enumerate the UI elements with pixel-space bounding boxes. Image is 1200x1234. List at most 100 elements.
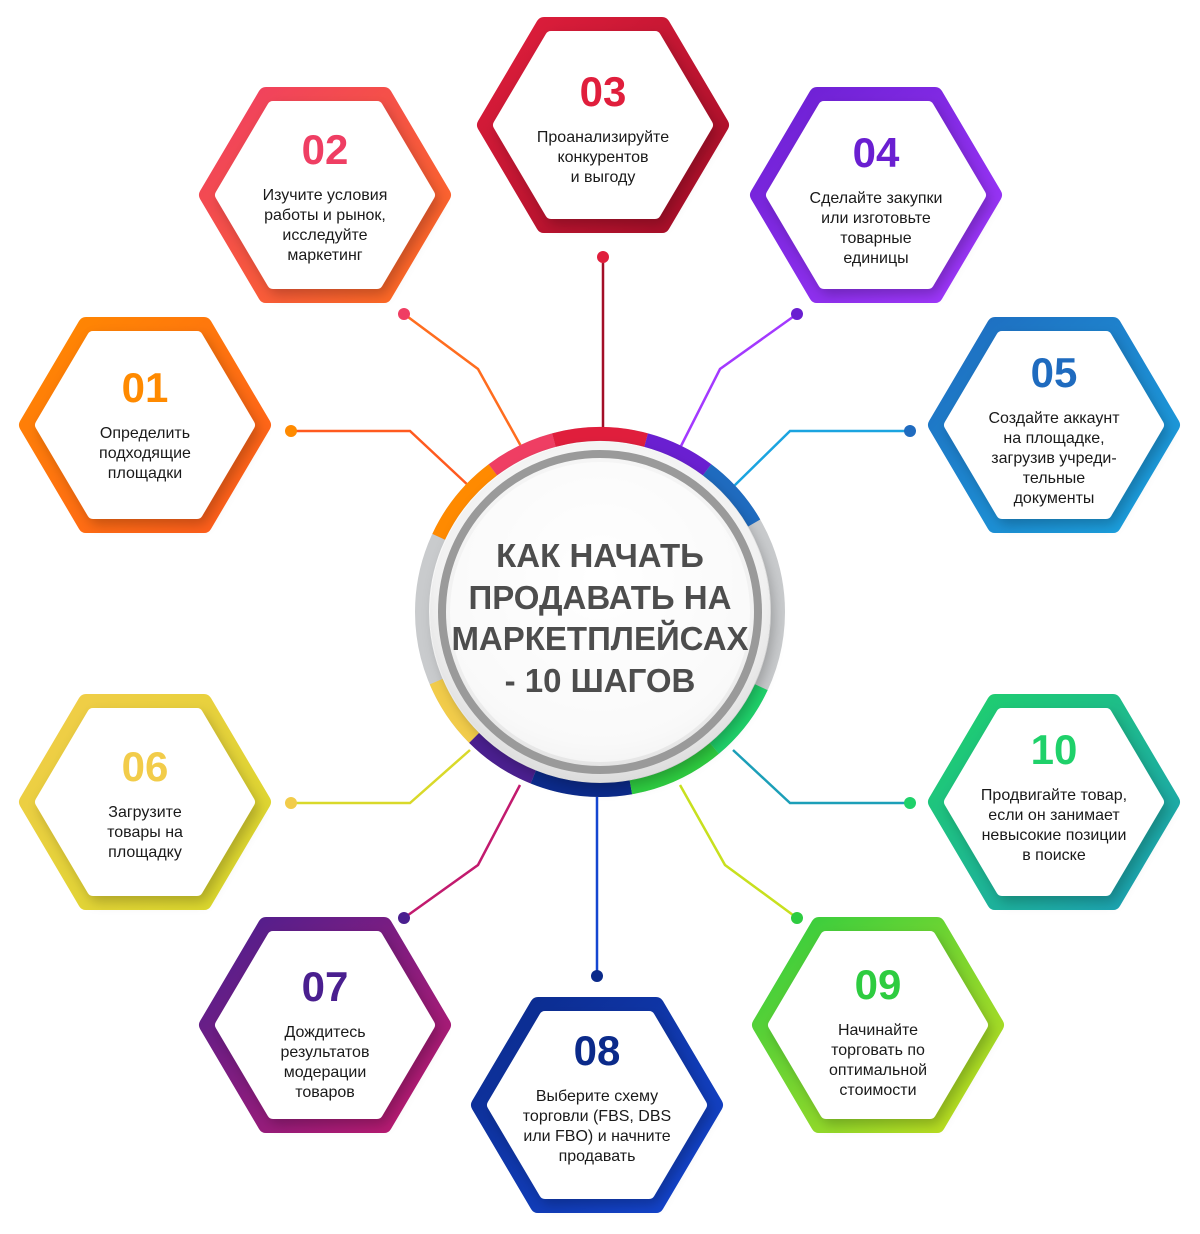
ring-segment-01 bbox=[432, 464, 498, 540]
step-text-line: продавать bbox=[559, 1148, 636, 1165]
connector-dot-02 bbox=[398, 308, 410, 320]
step-06: 06 Загрузите товары на площадку bbox=[19, 694, 271, 910]
hexagon-inner bbox=[215, 931, 435, 1119]
connector-line-02 bbox=[403, 312, 524, 449]
step-02: 02 Изучите условия работы и рынок, исследуй… bbox=[199, 87, 451, 303]
ring-segment-09 bbox=[629, 742, 719, 795]
step-hexagons: 01 Определить подходящие площадки 02 Изучите … bbox=[19, 17, 1180, 1213]
title-line-2: ПРОДАВАТЬ НА bbox=[469, 579, 732, 616]
step-text-line: и выгоду bbox=[571, 169, 636, 186]
center-circle bbox=[430, 442, 770, 782]
ring-segment-08 bbox=[530, 770, 633, 797]
step-text-line: Дождитесь bbox=[284, 1024, 365, 1041]
step-01: 01 Определить подходящие площадки bbox=[19, 317, 271, 533]
step-04: 04 Сделайте закупки или изготовьте товарные… bbox=[750, 87, 1002, 303]
step-05: 05 Создайте аккаунт на площадке, загрузив у… bbox=[928, 317, 1180, 533]
step-text-line: товары на bbox=[107, 824, 183, 841]
hexagon-inner bbox=[944, 331, 1164, 519]
step-text-line: площадку bbox=[108, 844, 182, 861]
connector-dot-09 bbox=[791, 912, 803, 924]
center-color-ring bbox=[415, 427, 785, 797]
connector-dot-04 bbox=[791, 308, 803, 320]
title-line-1: КАК НАЧАТЬ bbox=[496, 537, 704, 574]
step-number: 05 bbox=[1031, 349, 1078, 396]
step-number: 08 bbox=[574, 1027, 621, 1074]
connector-dot-05 bbox=[904, 425, 916, 437]
step-text-line: на площадке, bbox=[1003, 430, 1104, 447]
title-line-4: - 10 ШАГОВ bbox=[505, 662, 696, 699]
step-text-line: результатов bbox=[281, 1044, 370, 1061]
step-text-line: конкурентов bbox=[557, 149, 648, 166]
connector-line-04 bbox=[678, 312, 798, 449]
step-text-line: единицы bbox=[843, 250, 908, 267]
step-text-line: Определить bbox=[100, 425, 190, 442]
ring-segment-03 bbox=[552, 427, 648, 447]
hexagon-inner bbox=[768, 931, 988, 1119]
hexagon-inner bbox=[487, 1011, 707, 1199]
step-text-line: Проанализируйте bbox=[537, 129, 669, 146]
step-text-line: документы bbox=[1014, 490, 1095, 507]
ring-segment-02 bbox=[488, 433, 556, 476]
step-text-line: оптимальной bbox=[829, 1062, 927, 1079]
ring-segment-05 bbox=[702, 464, 761, 527]
step-text-line: маркетинг bbox=[287, 247, 362, 264]
step-number: 03 bbox=[580, 68, 627, 115]
step-number: 10 bbox=[1031, 726, 1078, 773]
hexagon-inner bbox=[35, 331, 255, 519]
step-number: 07 bbox=[302, 963, 349, 1010]
step-text-line: торговли (FBS, DBS bbox=[523, 1108, 671, 1125]
step-text-line: стоимости bbox=[839, 1082, 916, 1099]
ring-segment-07 bbox=[469, 732, 537, 784]
step-text-line: загрузив учреди- bbox=[991, 450, 1116, 467]
connector-dot-01 bbox=[285, 425, 297, 437]
step-text-line: Загрузите bbox=[108, 804, 182, 821]
step-number: 06 bbox=[122, 743, 169, 790]
step-text-line: подходящие bbox=[99, 445, 191, 462]
step-number: 01 bbox=[122, 364, 169, 411]
ring-segment-10 bbox=[709, 684, 768, 754]
step-07: 07 Дождитесь результатов модерации товаров bbox=[199, 917, 451, 1133]
center-title: КАК НАЧАТЬ ПРОДАВАТЬ НА МАРКЕТПЛЕЙСАХ - … bbox=[451, 537, 748, 699]
connector-line-09 bbox=[678, 784, 798, 920]
connector-line-06 bbox=[291, 749, 471, 805]
connector-line-07 bbox=[403, 784, 522, 920]
step-text-line: или изготовьте bbox=[821, 210, 931, 227]
ring-segment-06 bbox=[429, 678, 480, 743]
connector-dot-07 bbox=[398, 912, 410, 924]
step-text-line: работы и рынок, bbox=[264, 207, 386, 224]
step-text-line: Изучите условия bbox=[263, 187, 388, 204]
step-text-line: торговать по bbox=[831, 1042, 925, 1059]
step-text-line: невысокие позиции bbox=[982, 827, 1127, 844]
step-text-line: модерации bbox=[284, 1064, 367, 1081]
step-text-line: Продвигайте товар, bbox=[981, 787, 1127, 804]
step-03: 03 Проанализируйте конкурентов и выгоду bbox=[477, 17, 729, 233]
connector-line-10 bbox=[732, 749, 910, 805]
step-number: 02 bbox=[302, 126, 349, 173]
connector-line-05 bbox=[732, 429, 910, 488]
step-text-line: товарные bbox=[840, 230, 912, 247]
step-text-line: площадки bbox=[108, 465, 182, 482]
hexagon-inner bbox=[35, 708, 255, 896]
step-text-line: исследуйте bbox=[282, 227, 367, 244]
step-number: 04 bbox=[853, 129, 900, 176]
connector-dot-08 bbox=[591, 970, 603, 982]
step-number: 09 bbox=[855, 961, 902, 1008]
step-text-line: в поиске bbox=[1022, 847, 1086, 864]
step-text-line: или FBO) и начните bbox=[523, 1128, 670, 1145]
step-08: 08 Выберите схему торговли (FBS, DBS или FB… bbox=[471, 997, 723, 1213]
ring-segment-04 bbox=[644, 433, 712, 476]
step-text-line: Начинайте bbox=[838, 1022, 918, 1039]
step-text-line: Создайте аккаунт bbox=[988, 410, 1120, 427]
connector-dot-06 bbox=[285, 797, 297, 809]
step-text-line: Сделайте закупки bbox=[810, 190, 943, 207]
step-text-line: Выберите схему bbox=[536, 1088, 658, 1105]
hexagon-inner bbox=[215, 101, 435, 289]
connector-line-01 bbox=[291, 429, 471, 488]
step-09: 09 Начинайте торговать по оптимальной стоимо… bbox=[752, 917, 1004, 1133]
step-text-line: тельные bbox=[1023, 470, 1086, 487]
title-line-3: МАРКЕТПЛЕЙСАХ bbox=[451, 619, 748, 657]
connector-lines bbox=[285, 251, 916, 982]
hexagon-inner bbox=[493, 31, 713, 219]
step-text-line: если он занимает bbox=[988, 807, 1120, 824]
